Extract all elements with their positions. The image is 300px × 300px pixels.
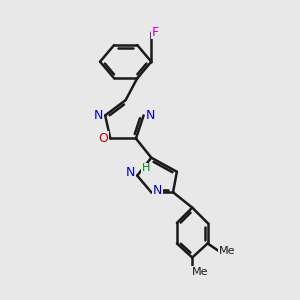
Text: O: O bbox=[98, 132, 108, 145]
Text: N: N bbox=[145, 109, 155, 122]
Text: N: N bbox=[153, 184, 162, 197]
Text: F: F bbox=[152, 26, 159, 39]
Text: N: N bbox=[125, 166, 135, 179]
Text: Me: Me bbox=[192, 267, 208, 277]
Text: H: H bbox=[142, 164, 150, 173]
Text: Me: Me bbox=[219, 246, 235, 256]
Text: N: N bbox=[94, 109, 104, 122]
